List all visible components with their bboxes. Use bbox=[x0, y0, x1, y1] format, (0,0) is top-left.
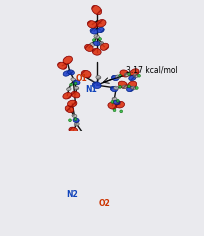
Ellipse shape bbox=[75, 135, 82, 141]
Ellipse shape bbox=[96, 141, 105, 148]
Ellipse shape bbox=[115, 101, 124, 108]
Ellipse shape bbox=[78, 131, 81, 134]
Ellipse shape bbox=[63, 93, 71, 99]
Ellipse shape bbox=[135, 87, 137, 89]
Ellipse shape bbox=[66, 88, 71, 91]
Ellipse shape bbox=[110, 86, 117, 92]
Ellipse shape bbox=[90, 28, 97, 34]
Ellipse shape bbox=[124, 73, 129, 76]
Ellipse shape bbox=[73, 118, 79, 122]
Ellipse shape bbox=[74, 118, 76, 121]
Ellipse shape bbox=[96, 20, 105, 27]
Ellipse shape bbox=[91, 5, 101, 15]
Ellipse shape bbox=[81, 70, 91, 78]
Ellipse shape bbox=[68, 119, 71, 122]
Ellipse shape bbox=[92, 82, 101, 88]
Ellipse shape bbox=[68, 70, 74, 75]
Ellipse shape bbox=[95, 76, 100, 79]
Ellipse shape bbox=[73, 80, 80, 85]
Ellipse shape bbox=[71, 78, 75, 81]
Ellipse shape bbox=[74, 86, 79, 89]
Ellipse shape bbox=[96, 27, 104, 33]
Ellipse shape bbox=[127, 81, 136, 88]
Text: O1: O1 bbox=[75, 74, 87, 83]
Ellipse shape bbox=[93, 41, 100, 46]
Ellipse shape bbox=[87, 21, 97, 28]
Ellipse shape bbox=[127, 85, 130, 88]
Ellipse shape bbox=[111, 75, 118, 80]
Ellipse shape bbox=[93, 35, 99, 39]
Ellipse shape bbox=[74, 122, 79, 126]
Ellipse shape bbox=[92, 48, 101, 55]
Ellipse shape bbox=[127, 73, 130, 76]
Text: O2: O2 bbox=[98, 199, 110, 208]
Ellipse shape bbox=[118, 85, 121, 88]
Ellipse shape bbox=[115, 75, 120, 79]
Text: 3.17 kcal/mol: 3.17 kcal/mol bbox=[126, 65, 177, 74]
Ellipse shape bbox=[121, 85, 126, 89]
Ellipse shape bbox=[72, 114, 76, 118]
Ellipse shape bbox=[111, 97, 116, 101]
Ellipse shape bbox=[57, 62, 67, 69]
Ellipse shape bbox=[71, 91, 80, 98]
Ellipse shape bbox=[67, 100, 76, 107]
Ellipse shape bbox=[128, 75, 135, 80]
Ellipse shape bbox=[113, 86, 118, 90]
Ellipse shape bbox=[63, 56, 72, 64]
Ellipse shape bbox=[119, 70, 129, 77]
Ellipse shape bbox=[119, 110, 122, 113]
Ellipse shape bbox=[69, 127, 77, 134]
Ellipse shape bbox=[75, 134, 78, 137]
Ellipse shape bbox=[110, 101, 113, 103]
Ellipse shape bbox=[89, 43, 94, 46]
Ellipse shape bbox=[74, 82, 76, 85]
Text: N2: N2 bbox=[66, 190, 78, 199]
Text: N1: N1 bbox=[85, 85, 96, 94]
Ellipse shape bbox=[130, 86, 135, 90]
Ellipse shape bbox=[107, 102, 116, 109]
Ellipse shape bbox=[98, 42, 103, 45]
Ellipse shape bbox=[137, 74, 140, 77]
Ellipse shape bbox=[129, 69, 138, 76]
Ellipse shape bbox=[105, 139, 114, 146]
Ellipse shape bbox=[98, 38, 101, 40]
Ellipse shape bbox=[113, 100, 120, 105]
Ellipse shape bbox=[118, 74, 121, 77]
Ellipse shape bbox=[133, 74, 137, 78]
Ellipse shape bbox=[84, 44, 93, 51]
Ellipse shape bbox=[92, 39, 95, 42]
Ellipse shape bbox=[69, 83, 72, 86]
Ellipse shape bbox=[118, 81, 127, 88]
Ellipse shape bbox=[113, 109, 115, 112]
Ellipse shape bbox=[100, 43, 108, 50]
Ellipse shape bbox=[65, 106, 73, 113]
Ellipse shape bbox=[63, 71, 70, 76]
Ellipse shape bbox=[126, 87, 133, 92]
Ellipse shape bbox=[116, 99, 119, 102]
